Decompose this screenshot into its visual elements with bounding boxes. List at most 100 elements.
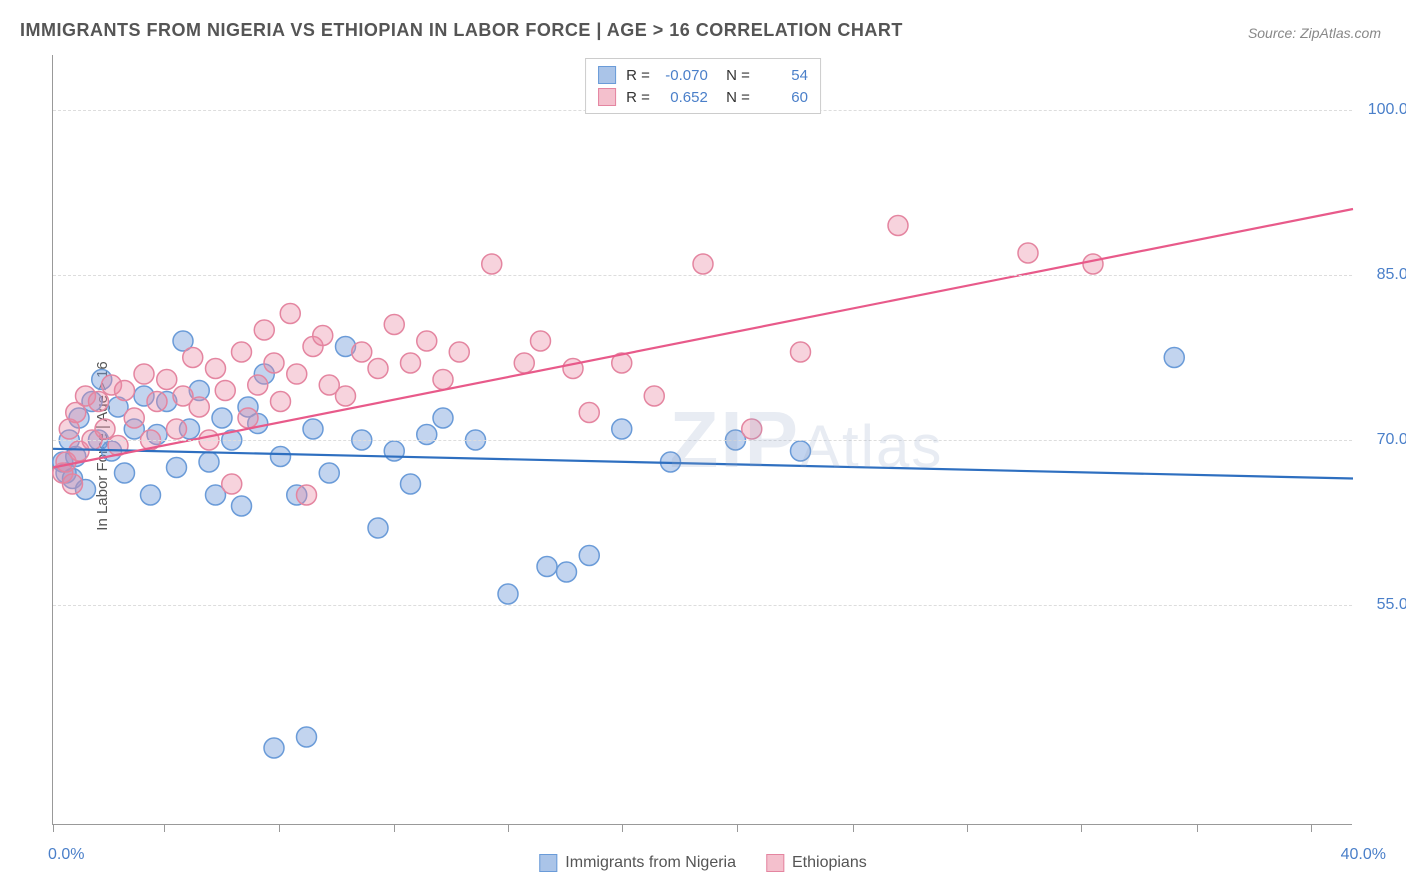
swatch-ethiopians-icon — [766, 854, 784, 872]
data-point — [303, 419, 323, 439]
data-point — [433, 370, 453, 390]
trend-line — [53, 209, 1353, 468]
gridline — [53, 605, 1352, 606]
y-tick-label: 85.0% — [1362, 266, 1406, 284]
data-point — [352, 342, 372, 362]
x-tick — [508, 824, 509, 832]
x-tick — [279, 824, 280, 832]
data-point — [206, 359, 226, 379]
data-point — [248, 375, 268, 395]
data-point — [401, 353, 421, 373]
data-point — [319, 463, 339, 483]
data-point — [124, 408, 144, 428]
data-point — [287, 364, 307, 384]
x-tick — [853, 824, 854, 832]
data-point — [141, 485, 161, 505]
x-tick — [164, 824, 165, 832]
plot-area: ZIPAtlas 100.0%85.0%70.0%55.0% — [52, 55, 1352, 825]
data-point — [1018, 243, 1038, 263]
data-point — [498, 584, 518, 604]
data-point — [89, 392, 109, 412]
data-point — [537, 557, 557, 577]
data-point — [888, 216, 908, 236]
swatch-nigeria-icon — [539, 854, 557, 872]
data-point — [271, 392, 291, 412]
data-point — [232, 342, 252, 362]
data-point — [791, 441, 811, 461]
data-point — [579, 546, 599, 566]
data-point — [167, 458, 187, 478]
gridline — [53, 275, 1352, 276]
data-point — [147, 392, 167, 412]
data-point — [95, 419, 115, 439]
x-tick — [622, 824, 623, 832]
data-point — [254, 320, 274, 340]
x-tick — [1081, 824, 1082, 832]
data-point — [199, 452, 219, 472]
data-point — [1083, 254, 1103, 274]
x-axis-start-label: 0.0% — [48, 846, 84, 864]
swatch-nigeria — [598, 66, 616, 84]
data-point — [157, 370, 177, 390]
x-tick — [1197, 824, 1198, 832]
source-attribution: Source: ZipAtlas.com — [1248, 25, 1381, 41]
data-point — [297, 727, 317, 747]
data-point — [579, 403, 599, 423]
data-point — [417, 425, 437, 445]
data-point — [280, 304, 300, 324]
data-point — [189, 397, 209, 417]
data-point — [183, 348, 203, 368]
legend-correlation: R = -0.070 N = 54 R = 0.652 N = 60 — [585, 58, 821, 114]
legend-row-ethiopians: R = 0.652 N = 60 — [598, 86, 808, 108]
n-value-nigeria: 54 — [760, 67, 808, 84]
data-point — [297, 485, 317, 505]
data-point — [433, 408, 453, 428]
data-point — [264, 353, 284, 373]
data-point — [384, 315, 404, 335]
data-point — [115, 381, 135, 401]
legend-series: Immigrants from Nigeria Ethiopians — [539, 854, 866, 872]
trend-line — [53, 449, 1353, 479]
data-point — [368, 359, 388, 379]
data-point — [368, 518, 388, 538]
data-point — [401, 474, 421, 494]
y-tick-label: 100.0% — [1362, 101, 1406, 119]
series-label-ethiopians: Ethiopians — [792, 854, 867, 872]
data-point — [791, 342, 811, 362]
data-point — [612, 419, 632, 439]
x-axis-end-label: 40.0% — [1341, 846, 1386, 864]
data-point — [271, 447, 291, 467]
r-value-ethiopians: 0.652 — [660, 89, 708, 106]
data-point — [693, 254, 713, 274]
data-point — [336, 386, 356, 406]
series-label-nigeria: Immigrants from Nigeria — [565, 854, 736, 872]
x-tick — [394, 824, 395, 832]
chart-title: IMMIGRANTS FROM NIGERIA VS ETHIOPIAN IN … — [20, 20, 903, 41]
data-point — [115, 463, 135, 483]
legend-item-nigeria: Immigrants from Nigeria — [539, 854, 736, 872]
y-tick-label: 55.0% — [1362, 596, 1406, 614]
data-point — [63, 474, 83, 494]
x-tick — [53, 824, 54, 832]
data-point — [644, 386, 664, 406]
data-point — [384, 441, 404, 461]
data-point — [212, 408, 232, 428]
data-point — [557, 562, 577, 582]
x-tick — [737, 824, 738, 832]
data-point — [563, 359, 583, 379]
data-point — [167, 419, 187, 439]
x-tick — [967, 824, 968, 832]
data-point — [264, 738, 284, 758]
data-point — [238, 408, 258, 428]
data-point — [417, 331, 437, 351]
data-point — [232, 496, 252, 516]
data-point — [742, 419, 762, 439]
gridline — [53, 440, 1352, 441]
swatch-ethiopians — [598, 88, 616, 106]
data-point — [1164, 348, 1184, 368]
data-point — [482, 254, 502, 274]
data-point — [514, 353, 534, 373]
data-point — [313, 326, 333, 346]
legend-item-ethiopians: Ethiopians — [766, 854, 867, 872]
r-value-nigeria: -0.070 — [660, 67, 708, 84]
